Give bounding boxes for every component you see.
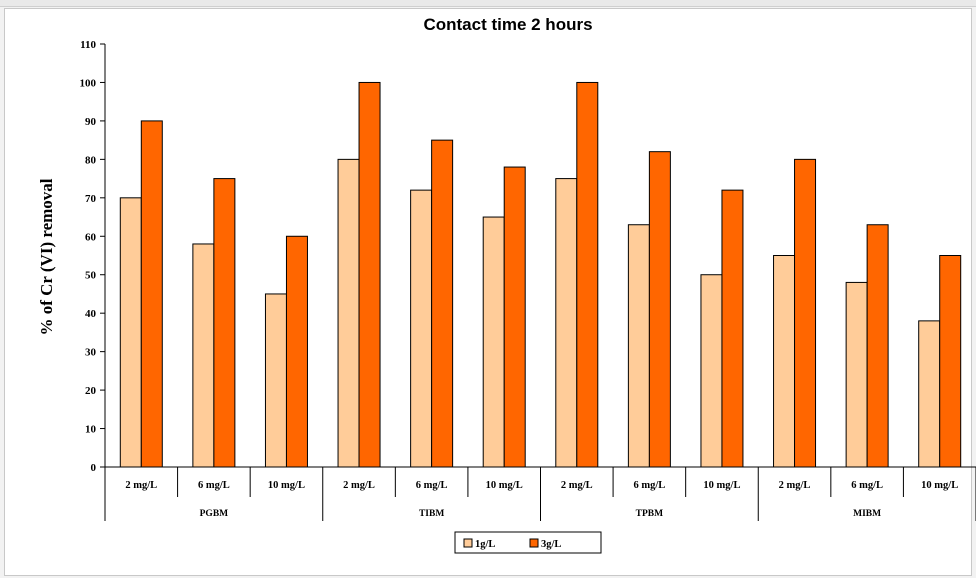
bar-1gl [337, 158, 360, 468]
window-top-strip [0, 0, 976, 7]
legend: 1g/L 3g/L [454, 531, 602, 554]
legend-box [454, 531, 602, 554]
x-category-label: 10 mg/L [268, 480, 305, 491]
bar-1gl [773, 255, 796, 468]
x-category-label: 6 mg/L [198, 480, 230, 491]
x-group-label: MIBM [853, 509, 881, 519]
bar-1gl [700, 274, 723, 468]
bar-1gl [555, 178, 578, 468]
x-category-label: 10 mg/L [921, 480, 958, 491]
bar-1gl [192, 243, 215, 468]
x-category-label: 6 mg/L [851, 480, 883, 491]
bar-3gl [939, 255, 962, 468]
bar-1gl [119, 197, 142, 468]
y-tick-label: 80 [85, 154, 97, 166]
x-category-label: 10 mg/L [703, 480, 740, 491]
y-tick-label: 60 [85, 231, 97, 243]
bar-1gl [482, 216, 505, 468]
bar-3gl [358, 81, 381, 468]
legend-swatch [463, 538, 473, 548]
y-tick-label: 40 [85, 308, 97, 320]
y-tick-label: 100 [80, 77, 97, 89]
chart-title: Contact time 2 hours [423, 15, 592, 34]
bar-3gl [866, 224, 889, 468]
y-tick-label: 110 [80, 39, 96, 51]
x-group-label: TPBM [636, 509, 663, 519]
bars [119, 81, 962, 468]
y-tick-label: 20 [85, 385, 97, 397]
x-category-label: 6 mg/L [633, 480, 665, 491]
legend-swatch [529, 538, 539, 548]
bar-3gl [576, 81, 599, 468]
x-group-label: TIBM [419, 509, 444, 519]
bar-3gl [503, 166, 526, 468]
y-tick-label: 50 [85, 270, 97, 282]
axis-labels: 0 10 20 30 40 50 60 70 80 90 100 110 2 mg/L 6 mg/L 10 … [80, 39, 959, 519]
bar-1gl [845, 281, 868, 468]
axes [100, 43, 976, 521]
x-category-label: 2 mg/L [561, 480, 593, 491]
bar-3gl [648, 151, 671, 468]
bar-1gl [264, 293, 287, 468]
bar-1gl [627, 224, 650, 468]
x-category-label: 2 mg/L [125, 480, 157, 491]
bar-3gl [140, 120, 163, 468]
x-category-label: 2 mg/L [779, 480, 811, 491]
y-axis-label: % of Cr (VI) removal [37, 178, 56, 335]
bar-3gl [721, 189, 744, 468]
x-category-label: 10 mg/L [486, 480, 523, 491]
y-tick-label: 30 [85, 347, 97, 359]
x-category-label: 6 mg/L [416, 480, 448, 491]
y-tick-label: 0 [91, 462, 97, 474]
bar-1gl [410, 189, 433, 468]
bar-3gl [285, 235, 308, 468]
y-tick-label: 10 [85, 424, 97, 436]
bar-3gl [431, 139, 454, 468]
legend-label: 3g/L [541, 539, 561, 550]
legend-label: 1g/L [475, 539, 495, 550]
y-tick-label: 90 [85, 116, 97, 128]
y-tick-label: 70 [85, 193, 97, 205]
bar-1gl [918, 320, 941, 468]
x-group-label: PGBM [200, 509, 229, 519]
bar-3gl [213, 178, 236, 468]
x-category-label: 2 mg/L [343, 480, 375, 491]
bar-3gl [794, 158, 817, 468]
